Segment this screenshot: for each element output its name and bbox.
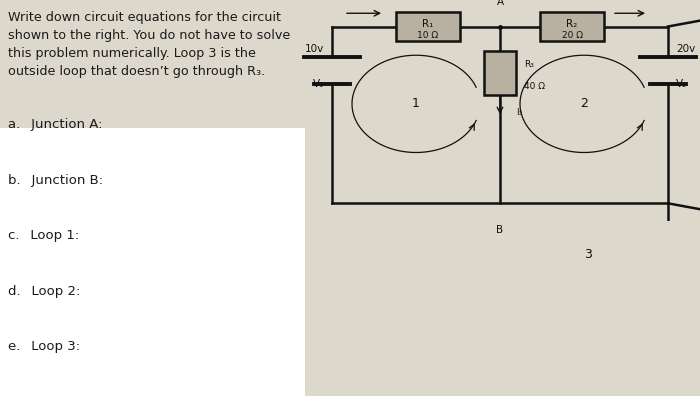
Text: 3: 3 xyxy=(584,248,592,261)
Text: 20v: 20v xyxy=(676,44,695,53)
Text: 10v: 10v xyxy=(304,44,324,53)
Text: shown to the right. You do not have to solve: shown to the right. You do not have to s… xyxy=(8,29,290,42)
Text: B: B xyxy=(496,225,503,235)
Text: 2: 2 xyxy=(580,97,588,110)
Text: V₁: V₁ xyxy=(313,79,324,89)
Text: Write down circuit equations for the circuit: Write down circuit equations for the cir… xyxy=(8,11,281,24)
Text: V₂: V₂ xyxy=(676,79,687,89)
Text: c.  Loop 1:: c. Loop 1: xyxy=(8,229,79,242)
Text: e.  Loop 3:: e. Loop 3: xyxy=(8,340,80,353)
Text: outside loop that doesn’t go through R₃.: outside loop that doesn’t go through R₃. xyxy=(8,65,265,78)
Text: R₂: R₂ xyxy=(566,19,578,29)
Text: this problem numerically. Loop 3 is the: this problem numerically. Loop 3 is the xyxy=(8,47,256,60)
Text: a.  Junction A:: a. Junction A: xyxy=(8,118,102,131)
Bar xyxy=(396,12,460,41)
Text: 20 Ω: 20 Ω xyxy=(561,31,582,40)
Bar xyxy=(484,51,516,95)
Text: I₃: I₃ xyxy=(516,108,522,117)
Text: b.  Junction B:: b. Junction B: xyxy=(8,174,103,187)
Text: 1: 1 xyxy=(412,97,420,110)
Text: 40 Ω: 40 Ω xyxy=(524,82,545,91)
Text: R₁: R₁ xyxy=(422,19,434,29)
Text: d.  Loop 2:: d. Loop 2: xyxy=(8,285,81,297)
Text: A: A xyxy=(496,0,503,7)
Bar xyxy=(540,12,604,41)
Text: 10 Ω: 10 Ω xyxy=(417,31,439,40)
Text: R₃: R₃ xyxy=(524,59,534,69)
FancyBboxPatch shape xyxy=(0,128,305,396)
